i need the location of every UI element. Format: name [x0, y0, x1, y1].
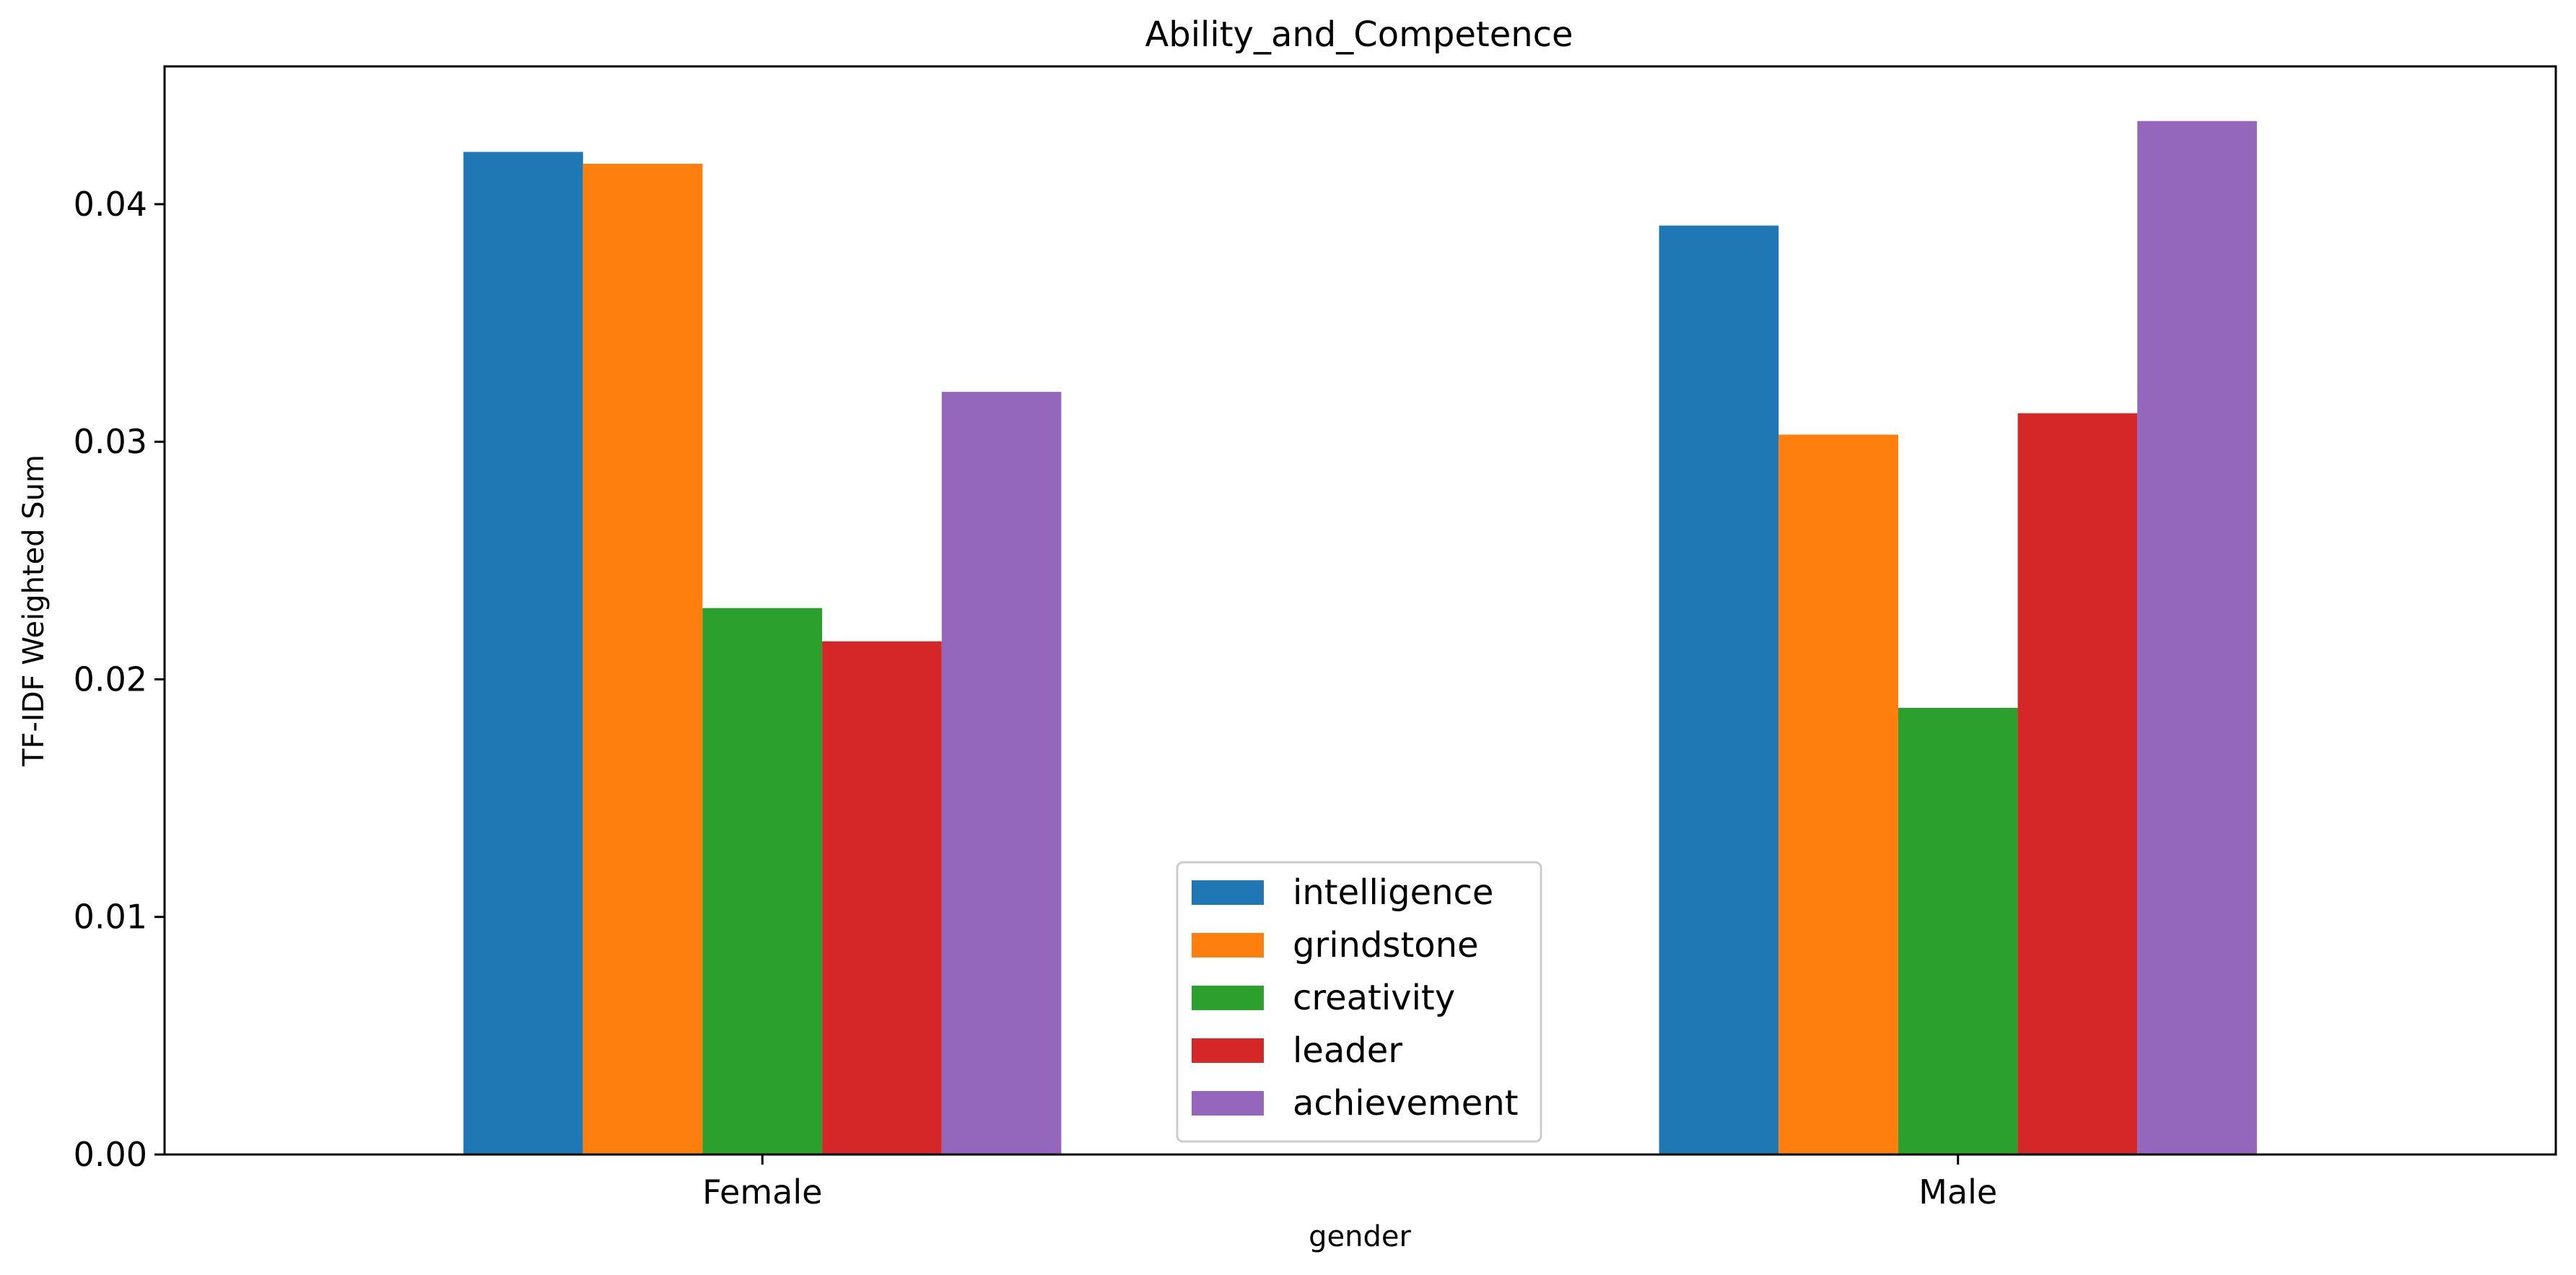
bar-leader-female: [822, 641, 942, 1154]
bar-creativity-male: [1898, 707, 2018, 1154]
x-axis: Female Male: [702, 1154, 1997, 1212]
bar-leader-male: [2017, 413, 2138, 1154]
y-tick-label: 0.04: [74, 185, 147, 224]
y-tick-label: 0.00: [74, 1135, 147, 1174]
legend-label-creativity: creativity: [1293, 978, 1455, 1018]
x-axis-label: gender: [1309, 1220, 1411, 1253]
legend-swatch-intelligence: [1192, 880, 1264, 905]
legend-label-intelligence: intelligence: [1293, 872, 1493, 913]
legend-swatch-grindstone: [1192, 933, 1264, 958]
x-tick-label: Female: [702, 1173, 822, 1212]
bar-grindstone-male: [1778, 434, 1898, 1154]
legend-swatch-creativity: [1192, 986, 1264, 1010]
y-tick-label: 0.01: [74, 898, 147, 937]
y-tick-label: 0.02: [74, 660, 147, 698]
legend-box: [1176, 861, 1542, 1143]
bar-achievement-male: [2137, 121, 2257, 1155]
y-axis-label: TF-IDF Weighted Sum: [17, 455, 51, 767]
legend: intelligence grindstone creativity leader ac…: [1176, 861, 1542, 1143]
bar-intelligence-male: [1659, 225, 1779, 1154]
bar-intelligence-female: [463, 152, 583, 1155]
legend-label-achievement: achievement: [1293, 1083, 1519, 1123]
legend-swatch-leader: [1192, 1038, 1264, 1063]
bars-layer: [463, 121, 2257, 1155]
bar-grindstone-female: [582, 163, 703, 1155]
plot-frame: [163, 65, 2557, 1156]
bar-creativity-female: [702, 608, 823, 1154]
legend-label-leader: leader: [1293, 1030, 1402, 1071]
y-tick-label: 0.03: [74, 422, 147, 461]
y-axis: 0.00 0.01 0.02 0.03 0.04: [74, 185, 165, 1174]
legend-swatch-achievement: [1192, 1091, 1264, 1116]
x-tick-label: Male: [1918, 1173, 1997, 1212]
legend-label-grindstone: grindstone: [1293, 925, 1479, 965]
bar-achievement-female: [941, 392, 1062, 1154]
chart-title: Ability_and_Competence: [1145, 14, 1573, 55]
